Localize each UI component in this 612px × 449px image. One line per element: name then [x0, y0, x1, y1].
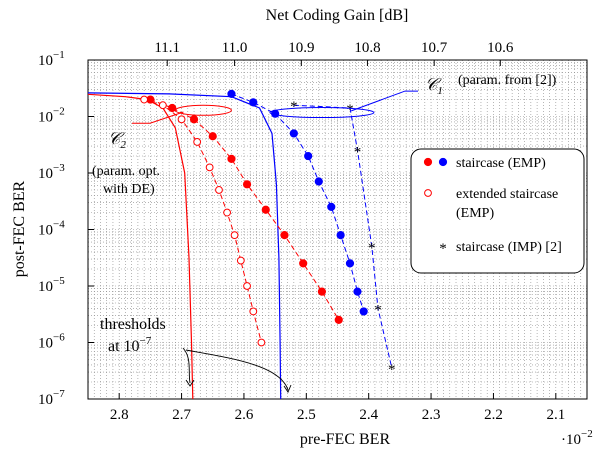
series-layer: * * * * * *: [88, 89, 396, 399]
c2-label: 𝒞2: [108, 129, 126, 151]
top-tick-label: 10.8: [354, 40, 380, 56]
y-tick-label: 10−7: [38, 388, 65, 408]
x-tick-label: 2.3: [422, 407, 441, 423]
legend-marker: [423, 157, 433, 167]
legend-entry: extended staircase: [456, 187, 558, 202]
data-point: [177, 115, 186, 124]
top-tick-label: 10.7: [421, 40, 448, 56]
data-point: [345, 259, 355, 268]
data-point: [334, 315, 343, 324]
x-tick-label: 2.6: [235, 407, 254, 423]
top-tick-label: 10.6: [487, 40, 514, 56]
data-point: [299, 259, 308, 268]
y-axis-label: post-FEC BER: [11, 180, 28, 277]
threshold-curve: [88, 92, 282, 399]
y-tick-label: 10−2: [38, 106, 65, 126]
c2-ellipse: [174, 104, 232, 116]
data-point: [205, 163, 214, 172]
data-point: [158, 101, 167, 110]
data-point: *: [388, 362, 396, 378]
data-point: [336, 231, 345, 240]
x-tick-label: 2.7: [172, 407, 191, 423]
data-point: [230, 231, 239, 240]
c1-label: 𝒞1: [425, 75, 443, 97]
x-tick-label: 2.4: [359, 407, 378, 423]
legend-entry: (EMP): [456, 206, 494, 221]
c2-note-2: with DE): [103, 182, 155, 197]
threshold-arrow-red: [182, 347, 191, 384]
legend-marker: *: [439, 241, 447, 257]
series-line: [143, 99, 262, 343]
legend-entry: staircase (EMP): [456, 156, 546, 171]
c2-note-1: (param. opt.: [92, 164, 160, 179]
top-tick-label: 10.9: [288, 40, 314, 56]
series-line: [293, 104, 393, 369]
data-point: [227, 154, 236, 163]
threshold-arrow-blue: [185, 349, 289, 391]
data-point: [353, 287, 362, 296]
thresholds-label: thresholds: [100, 316, 166, 333]
y-tick-label: 10−3: [38, 162, 65, 182]
axes: 2.8 2.7 2.6 2.5 2.4 2.3 2.2 2.1 11.1 11.0 10.9 10.8…: [38, 40, 565, 423]
data-point: [243, 282, 251, 290]
c1-pointer: [351, 90, 418, 112]
data-point: [261, 205, 270, 214]
y-tick-label: 10−6: [38, 332, 65, 352]
c2-pointer: [132, 111, 184, 124]
data-point: *: [354, 144, 362, 160]
legend-marker: [424, 189, 432, 197]
threshold-curve: [88, 93, 194, 399]
top-tick-label: 11.1: [154, 40, 180, 56]
x-axis-label: pre-FEC BER: [300, 431, 391, 448]
data-point: *: [374, 303, 382, 319]
data-point: [140, 95, 149, 104]
data-point: [242, 180, 252, 189]
arrowhead: [185, 379, 195, 387]
top-tick-label: 11.0: [222, 40, 248, 56]
y-tick-label: 10−1: [38, 49, 65, 69]
grid: [88, 60, 588, 400]
x-tick-label: 2.1: [546, 407, 565, 423]
data-point: [304, 151, 313, 161]
data-point: [280, 231, 289, 240]
x-tick-label: 2.2: [484, 407, 503, 423]
data-point: [359, 307, 368, 316]
legend-marker: [438, 157, 448, 167]
data-point: [168, 103, 177, 113]
top-axis-label: Net Coding Gain [dB]: [266, 7, 409, 24]
data-point: [249, 307, 258, 316]
data-point: [208, 132, 217, 141]
data-point: *: [368, 240, 376, 256]
data-point: [215, 186, 223, 194]
legend-entry: staircase (IMP) [2]: [456, 240, 562, 255]
data-point: [327, 202, 336, 211]
data-point: [193, 138, 202, 146]
y-tick-label: 10−5: [38, 275, 65, 295]
legend-box: [410, 148, 585, 274]
x-multiplier: ·10−2: [561, 428, 593, 448]
data-point: [314, 177, 323, 186]
data-point: [317, 287, 327, 296]
data-point: *: [290, 99, 298, 115]
data-point: *: [346, 102, 354, 118]
x-tick-label: 2.8: [110, 407, 129, 423]
data-point: [289, 129, 298, 138]
c1-note: (param. from [2]): [458, 73, 557, 88]
legend: staircase (EMP) extended staircase (EMP) * s…: [410, 148, 585, 274]
data-point: [223, 208, 231, 217]
data-point: [257, 338, 266, 347]
data-point: [249, 98, 258, 107]
thresholds-at-label: at 10−7: [108, 335, 152, 355]
arrowhead: [283, 384, 292, 393]
x-tick-label: 2.5: [297, 407, 316, 423]
y-tick-label: 10−4: [38, 219, 65, 239]
data-point: [236, 256, 245, 265]
data-point: [189, 115, 199, 124]
data-point: [227, 89, 236, 99]
c1-ellipse: [269, 107, 375, 119]
